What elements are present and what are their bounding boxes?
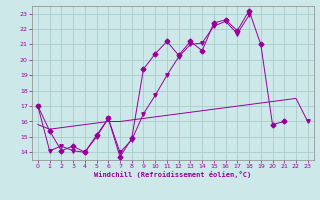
X-axis label: Windchill (Refroidissement éolien,°C): Windchill (Refroidissement éolien,°C) [94, 171, 252, 178]
